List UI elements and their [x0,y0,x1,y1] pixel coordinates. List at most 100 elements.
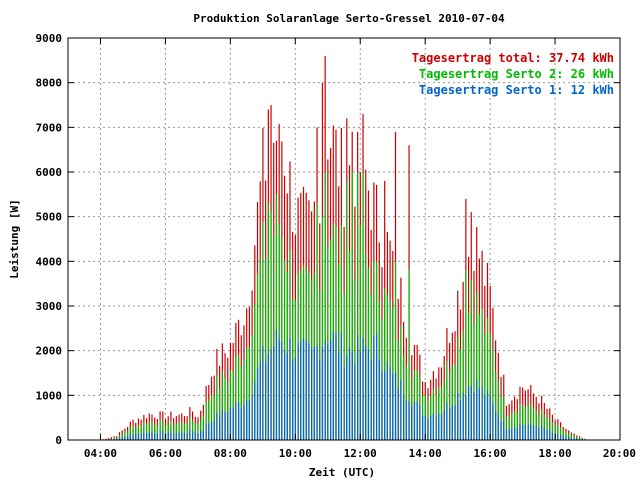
bar-serto-1 [484,396,486,440]
bar-serto-1 [513,426,516,440]
bar-group-1055 [541,395,543,440]
bar-group-725 [362,113,364,440]
bar-serto-1 [270,348,272,440]
bar-serto-2 [568,433,570,440]
bar-serto-1 [302,338,305,440]
bar-serto-1 [497,414,499,440]
bar-serto-2 [262,221,264,440]
bar-serto-2 [251,335,253,440]
bar-group-370 [170,411,172,440]
bar-serto-2 [357,172,359,440]
bar-serto-2 [248,346,250,440]
bar-serto-1 [403,395,405,440]
bar-group-1100 [565,428,567,440]
bar-group-1050 [538,403,540,440]
bar-group-555 [270,105,272,440]
bar-serto-1 [335,333,337,440]
bar-serto-2 [224,378,226,440]
bar-group-580 [283,175,286,440]
bar-serto-2 [481,309,483,440]
bar-group-700 [348,165,351,440]
bar-serto-1 [216,412,218,440]
bar-serto-2 [159,420,161,440]
bar-serto-2 [465,270,467,440]
bar-group-805 [405,337,407,440]
bar-serto-2 [408,270,410,440]
bar-serto-1 [202,429,204,440]
bar-serto-1 [500,421,502,440]
bar-serto-2 [210,395,213,440]
bar-group-515 [248,306,250,440]
bar-serto-2 [132,425,134,440]
bar-serto-2 [156,425,158,440]
bar-group-495 [237,319,240,440]
bar-serto-1 [154,433,156,440]
bar-group-420 [197,417,199,440]
bar-group-945 [481,250,483,440]
bar-serto-2 [175,423,177,440]
bar-serto-1 [151,432,153,440]
bar-group-705 [351,131,353,441]
bar-serto-2 [229,370,232,440]
bar-serto-1 [248,400,250,440]
bar-group-865 [438,367,440,440]
bar-group-810 [408,145,410,440]
bar-serto-2 [232,371,234,440]
bar-group-800 [403,321,405,440]
bar-serto-1 [297,342,299,440]
bar-serto-2 [505,417,508,440]
bar-serto-1 [191,431,194,440]
bar-serto-1 [568,436,570,440]
bar-serto-2 [208,401,210,440]
bar-serto-2 [492,349,494,440]
bar-group-760 [381,267,383,440]
bar-serto-1 [532,425,535,440]
y-tick-label: 1000 [36,389,63,402]
bar-group-325 [145,418,148,440]
bar-group-1075 [551,414,554,440]
bar-serto-1 [541,425,543,440]
bar-group-675 [335,129,337,441]
bar-serto-2 [273,236,275,440]
bar-group-265 [113,436,115,440]
bar-serto-1 [578,438,581,440]
x-tick-label: 04:00 [84,447,117,460]
bar-serto-2 [527,406,529,440]
bar-serto-1 [522,424,524,440]
bar-serto-2 [124,432,126,440]
bar-serto-2 [259,258,261,440]
bar-serto-2 [148,421,150,440]
bar-serto-1 [530,422,532,440]
bar-group-505 [243,325,245,440]
bar-serto-1 [305,340,307,440]
bar-serto-1 [576,438,578,440]
bar-serto-1 [224,412,226,440]
bar-serto-1 [559,434,562,440]
bar-serto-1 [449,407,451,440]
bar-serto-1 [411,405,413,440]
bar-serto-1 [424,415,426,440]
bar-serto-1 [324,341,326,440]
bar-serto-1 [400,380,402,440]
bar-group-1035 [530,384,532,440]
bar-serto-1 [311,347,313,440]
bar-serto-2 [443,379,445,440]
bar-serto-2 [173,425,175,440]
bar-group-630 [311,211,313,440]
bar-serto-2 [183,423,186,440]
bar-serto-1 [321,346,324,440]
bar-serto-1 [178,432,180,440]
bar-serto-1 [446,402,448,440]
y-tick-label: 4000 [36,255,63,268]
legend-entry-1: Tagesertrag Serto 2: 26 kWh [419,67,614,81]
y-axis-ticks: 0 1000 2000 3000 4000 5000 6000 7000 8000 9000 [36,32,620,447]
x-tick-label: 16:00 [474,447,507,460]
bar-group-795 [400,277,402,440]
bar-serto-1 [381,370,383,440]
bar-serto-1 [267,354,269,440]
bar-serto-1 [140,433,142,440]
bar-serto-1 [362,337,364,440]
bar-serto-2 [324,172,326,440]
bar-serto-1 [394,372,397,440]
bar-serto-2 [189,417,191,440]
